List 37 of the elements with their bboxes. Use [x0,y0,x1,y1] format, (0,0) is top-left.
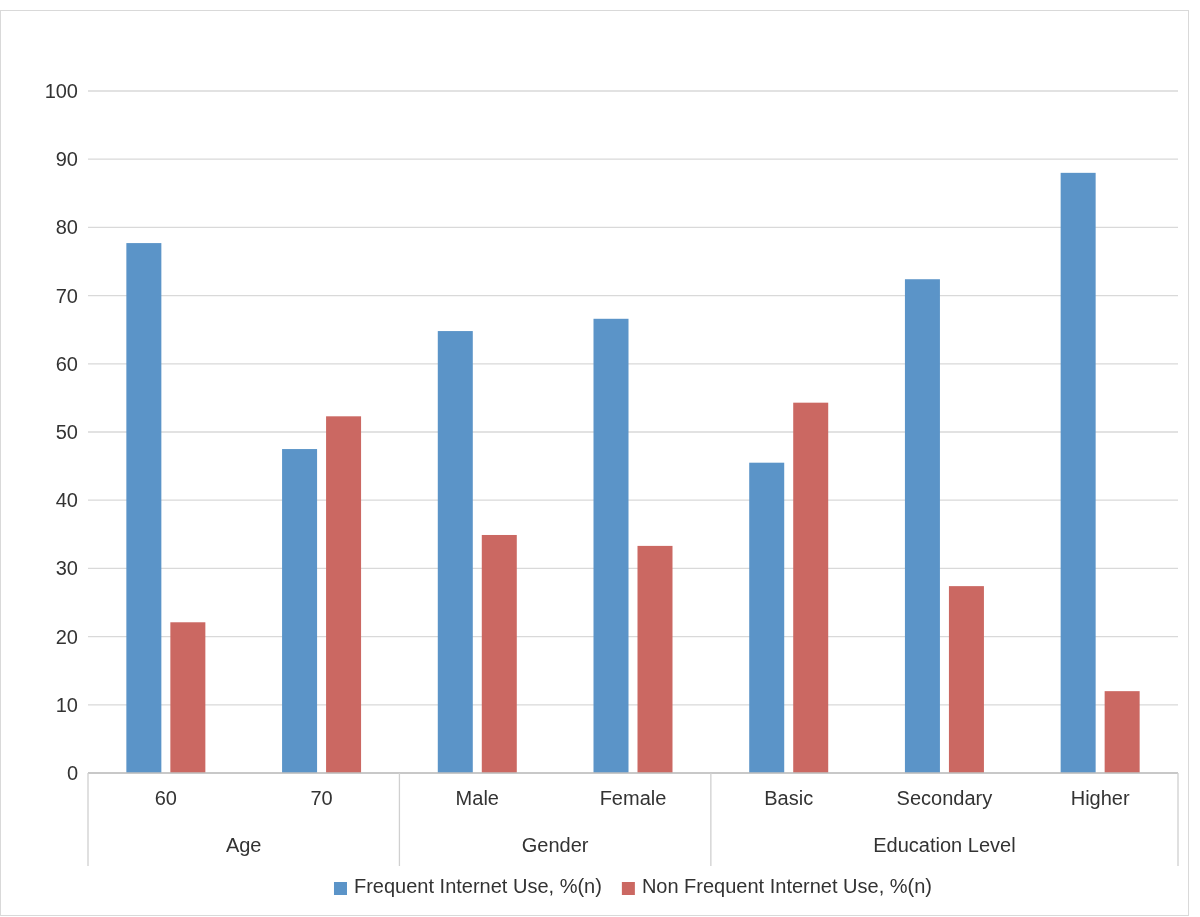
y-tick-label: 10 [55,693,78,716]
bar [170,622,206,773]
y-tick-label: 50 [55,420,78,443]
y-tick-label: 60 [55,352,78,375]
y-tick-label: 0 [66,761,78,784]
bar [326,416,362,773]
bar [904,279,940,773]
text: Gender [521,834,589,856]
x-tick-label: Basic [764,787,814,810]
y-tick-label: 100 [44,79,78,102]
bar [948,586,984,773]
y-tick-label: 90 [55,148,78,171]
y-tick-label: 40 [55,489,78,512]
bar [282,449,318,773]
y-tick-label: 80 [55,216,78,239]
x-tick-label: Female [599,787,667,810]
legend-label: Frequent Internet Use, %(n) [353,875,602,897]
legend-label: Non Frequent Internet Use, %(n) [641,875,933,897]
bar [437,331,473,773]
text: Education Level [873,834,1016,856]
x-tick-label: Secondary [896,787,993,810]
bar [793,402,829,773]
y-tick-label: 20 [55,625,78,648]
bar [593,318,629,773]
bar [749,462,785,773]
bar [126,243,162,773]
bar [1104,691,1140,773]
x-tick-label: Male [455,787,499,810]
x-tick-label: 60 [154,787,177,810]
y-tick-label: 30 [55,557,78,580]
x-tick-label: 70 [310,787,333,810]
bar [1060,172,1096,773]
text: Age [225,834,262,856]
bar [481,534,517,773]
bar [637,545,673,773]
y-tick-label: 70 [55,284,78,307]
x-tick-label: Higher [1070,787,1130,810]
